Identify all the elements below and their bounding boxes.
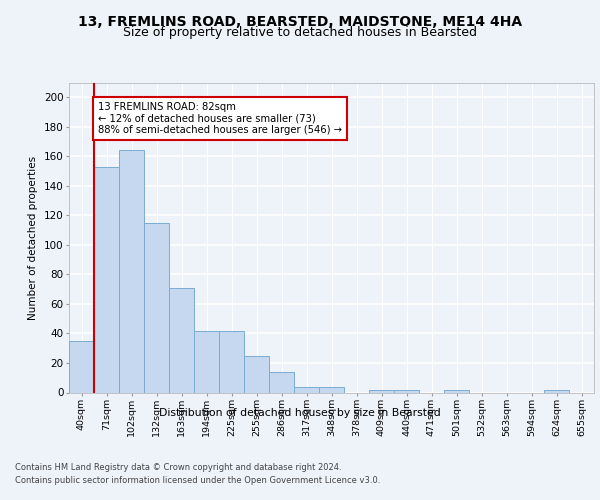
Bar — [369, 390, 394, 392]
Bar — [219, 330, 244, 392]
Bar — [144, 222, 169, 392]
Bar — [244, 356, 269, 393]
Text: Contains HM Land Registry data © Crown copyright and database right 2024.: Contains HM Land Registry data © Crown c… — [15, 462, 341, 471]
Bar — [169, 288, 194, 393]
Bar — [119, 150, 144, 392]
Text: 13 FREMLINS ROAD: 82sqm
← 12% of detached houses are smaller (73)
88% of semi-de: 13 FREMLINS ROAD: 82sqm ← 12% of detache… — [98, 102, 342, 135]
Bar — [269, 372, 294, 392]
Bar — [94, 166, 119, 392]
Bar — [394, 390, 419, 392]
Text: Contains public sector information licensed under the Open Government Licence v3: Contains public sector information licen… — [15, 476, 380, 485]
Bar — [319, 386, 344, 392]
Text: 13, FREMLINS ROAD, BEARSTED, MAIDSTONE, ME14 4HA: 13, FREMLINS ROAD, BEARSTED, MAIDSTONE, … — [78, 15, 522, 29]
Bar — [294, 386, 319, 392]
Bar — [69, 341, 94, 392]
Bar — [194, 330, 219, 392]
Text: Size of property relative to detached houses in Bearsted: Size of property relative to detached ho… — [123, 26, 477, 39]
Text: Distribution of detached houses by size in Bearsted: Distribution of detached houses by size … — [159, 408, 441, 418]
Bar — [444, 390, 469, 392]
Bar — [544, 390, 569, 392]
Y-axis label: Number of detached properties: Number of detached properties — [28, 156, 38, 320]
